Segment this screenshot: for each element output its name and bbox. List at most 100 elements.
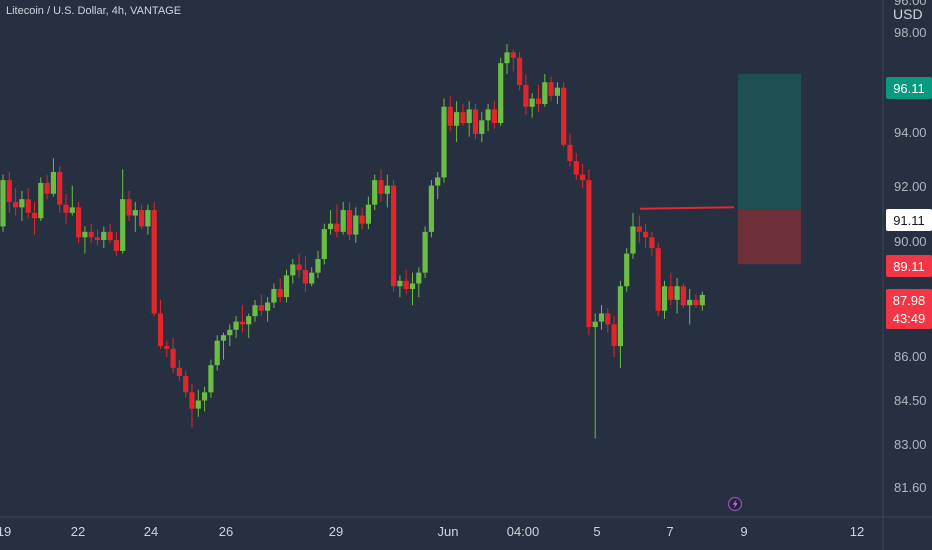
candle[interactable] xyxy=(460,104,466,126)
candle[interactable] xyxy=(510,49,516,72)
candle[interactable] xyxy=(391,180,397,292)
candle[interactable] xyxy=(529,93,535,118)
candle[interactable] xyxy=(479,112,485,143)
candle[interactable] xyxy=(384,174,390,208)
candle[interactable] xyxy=(554,82,560,104)
candle[interactable] xyxy=(328,210,334,235)
candle[interactable] xyxy=(63,193,69,224)
candle[interactable] xyxy=(472,104,479,140)
candle[interactable] xyxy=(435,172,441,200)
currency-label[interactable]: USD xyxy=(893,6,923,22)
candle[interactable] xyxy=(636,215,642,243)
candle[interactable] xyxy=(252,299,258,322)
candle[interactable] xyxy=(202,386,208,412)
candle[interactable] xyxy=(189,384,195,428)
candle[interactable] xyxy=(69,185,75,216)
candle[interactable] xyxy=(580,163,586,189)
candle[interactable] xyxy=(441,98,447,183)
time-axis[interactable]: 19 22 24 26 29 Jun 04:00 5 7 9 12 xyxy=(0,516,932,539)
candle[interactable] xyxy=(409,272,416,306)
candle[interactable] xyxy=(687,288,693,325)
candle[interactable] xyxy=(668,272,674,306)
candle[interactable] xyxy=(624,248,630,292)
candle[interactable] xyxy=(38,177,44,221)
candle[interactable] xyxy=(265,297,271,322)
candle[interactable] xyxy=(630,212,636,260)
candle[interactable] xyxy=(19,191,25,221)
candle[interactable] xyxy=(309,267,315,287)
candle[interactable] xyxy=(157,299,164,349)
candle[interactable] xyxy=(340,201,346,235)
candle[interactable] xyxy=(353,207,359,243)
candle[interactable] xyxy=(246,313,252,338)
candle[interactable] xyxy=(498,57,504,126)
candle[interactable] xyxy=(598,305,605,330)
candle[interactable] xyxy=(485,104,491,132)
candle[interactable] xyxy=(50,158,56,197)
candle[interactable] xyxy=(145,204,151,235)
candle[interactable] xyxy=(120,169,126,254)
candle[interactable] xyxy=(674,278,680,314)
candle[interactable] xyxy=(277,278,283,303)
price-badge-target[interactable]: 96.11 xyxy=(886,77,932,99)
candle[interactable] xyxy=(214,335,220,371)
candle[interactable] xyxy=(107,223,113,243)
candle[interactable] xyxy=(466,101,472,137)
candle[interactable] xyxy=(176,359,182,382)
candle[interactable] xyxy=(586,169,592,336)
candle[interactable] xyxy=(271,283,277,308)
candle[interactable] xyxy=(573,152,579,181)
price-badge-entry[interactable]: 91.11 xyxy=(886,209,932,231)
candle[interactable] xyxy=(523,74,529,115)
candle[interactable] xyxy=(151,201,157,317)
candle[interactable] xyxy=(561,82,567,148)
candle[interactable] xyxy=(567,133,573,167)
candle[interactable] xyxy=(517,52,523,91)
candle[interactable] xyxy=(302,256,308,292)
resistance-line[interactable] xyxy=(639,206,735,210)
candle[interactable] xyxy=(13,188,19,216)
candle[interactable] xyxy=(227,324,233,347)
candle[interactable] xyxy=(397,275,403,298)
candle[interactable] xyxy=(592,313,598,439)
candle[interactable] xyxy=(6,172,12,213)
candle[interactable] xyxy=(428,180,434,238)
candle[interactable] xyxy=(88,223,94,243)
candle[interactable] xyxy=(422,226,428,279)
candle[interactable] xyxy=(25,188,31,219)
candle[interactable] xyxy=(283,269,290,303)
candle[interactable] xyxy=(76,201,82,243)
candle[interactable] xyxy=(542,74,548,107)
candle[interactable] xyxy=(239,305,245,333)
candle[interactable] xyxy=(548,76,554,102)
candle[interactable] xyxy=(447,95,453,132)
candle[interactable] xyxy=(365,196,371,230)
target-zone[interactable] xyxy=(738,73,801,210)
candle[interactable] xyxy=(491,101,497,129)
candle[interactable] xyxy=(290,259,296,284)
stop-zone[interactable] xyxy=(738,209,801,265)
lightning-icon[interactable] xyxy=(727,496,743,512)
candle[interactable] xyxy=(44,174,50,200)
candle[interactable] xyxy=(208,359,214,398)
candle[interactable] xyxy=(321,223,327,265)
candle[interactable] xyxy=(655,242,661,317)
candle[interactable] xyxy=(699,291,705,311)
candle[interactable] xyxy=(346,201,353,240)
candle[interactable] xyxy=(617,280,623,368)
candle[interactable] xyxy=(82,226,88,254)
price-badge-stop[interactable]: 89.11 xyxy=(886,255,932,277)
candle[interactable] xyxy=(113,231,119,257)
candle[interactable] xyxy=(334,204,340,238)
candle[interactable] xyxy=(680,283,686,308)
candle[interactable] xyxy=(258,294,264,317)
candle[interactable] xyxy=(693,294,699,308)
candle[interactable] xyxy=(233,316,239,338)
candle[interactable] xyxy=(403,269,409,295)
candle[interactable] xyxy=(0,174,6,232)
candle[interactable] xyxy=(359,207,365,230)
candle[interactable] xyxy=(372,174,378,211)
candle[interactable] xyxy=(315,250,321,279)
price-axis[interactable]: 98.00 96.00 94.00 92.00 90.00 86.00 84.50 83.00… xyxy=(894,0,927,495)
